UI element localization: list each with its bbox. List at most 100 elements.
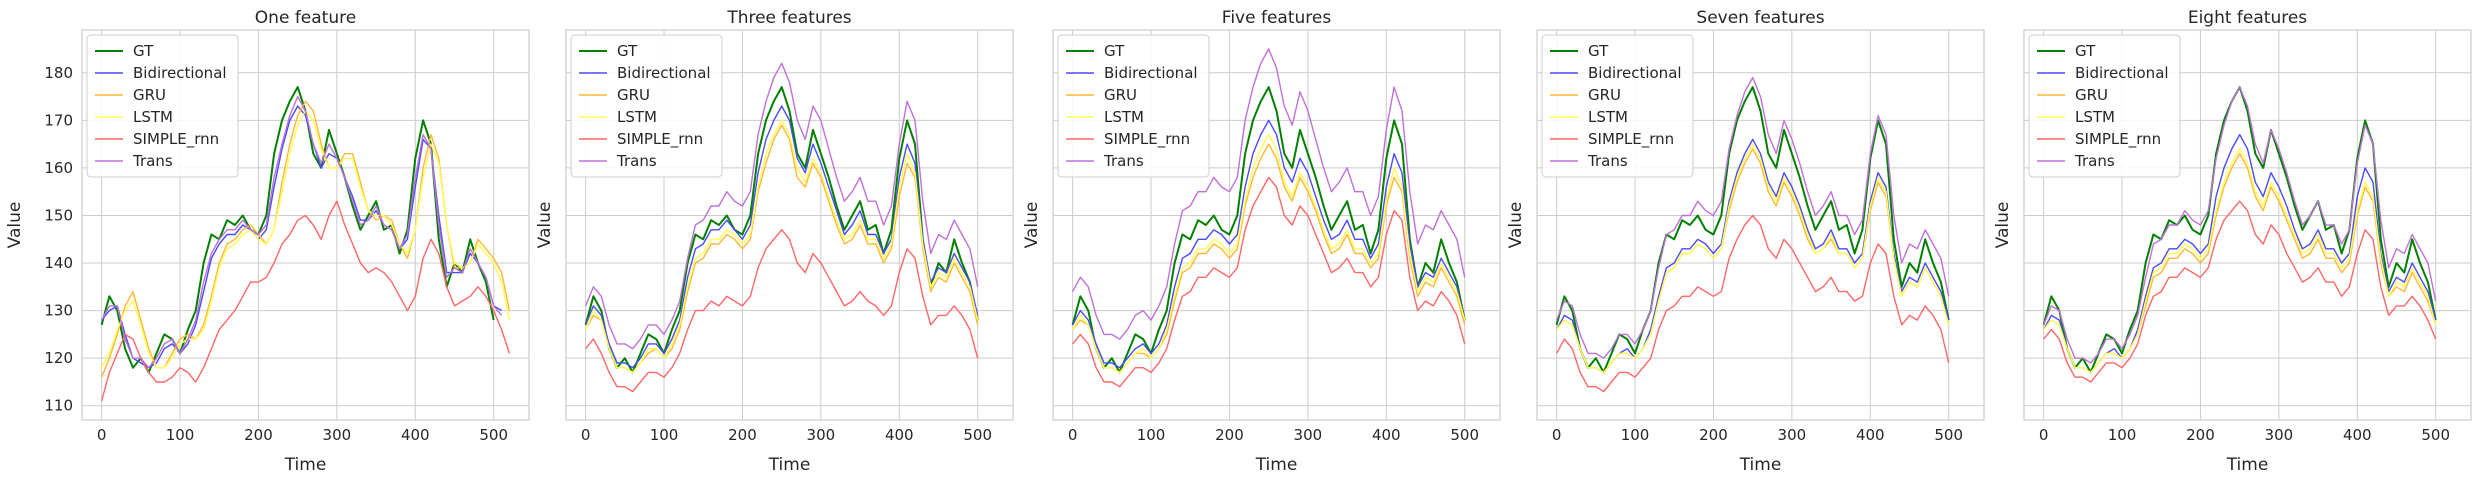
y-tick-label: 140 bbox=[44, 254, 73, 272]
series-line-gru bbox=[1072, 143, 1466, 374]
x-tick-label: 100 bbox=[2108, 426, 2137, 444]
x-axis-label: Time bbox=[2226, 455, 2269, 475]
x-tick-label: 500 bbox=[1450, 426, 1479, 444]
series-line-trans bbox=[2042, 86, 2437, 364]
legend-entry: Trans bbox=[1103, 152, 1144, 170]
x-tick-label: 100 bbox=[650, 426, 679, 444]
legend-entry: GRU bbox=[1588, 86, 1621, 104]
legend-entry: Bidirectional bbox=[617, 64, 711, 82]
legend-entry: GT bbox=[2075, 42, 2096, 60]
plot-frame bbox=[2023, 29, 2472, 421]
legend-box bbox=[2028, 34, 2181, 178]
y-tick-label: 150 bbox=[44, 206, 73, 224]
legend-entry: LSTM bbox=[1104, 108, 1144, 126]
x-tick-label: 0 bbox=[97, 426, 107, 444]
legend-entry: SIMPLE_rnn bbox=[1588, 130, 1674, 149]
legend-entry: SIMPLE_rnn bbox=[617, 130, 703, 149]
plot-frame bbox=[81, 29, 530, 421]
legend-entry: GT bbox=[1588, 42, 1609, 60]
series-line-trans bbox=[1071, 48, 1466, 340]
x-tick-label: 200 bbox=[2186, 426, 2215, 444]
chart-title: One feature bbox=[255, 8, 356, 28]
x-axis-label: Time bbox=[284, 455, 327, 475]
legend-entry: Trans bbox=[1587, 152, 1628, 170]
legend-entry: Bidirectional bbox=[1104, 64, 1198, 82]
x-tick-label: 300 bbox=[2265, 426, 2294, 444]
legend-entry: LSTM bbox=[1588, 108, 1628, 126]
legend-entry: Bidirectional bbox=[2075, 64, 2169, 82]
series-line-gru bbox=[584, 124, 979, 374]
legend-entry: GRU bbox=[617, 86, 650, 104]
chart-panel-5: 0 100 200 300 400 500 Eight features Time Value G… bbox=[1993, 8, 2472, 475]
series-line-lstm bbox=[1556, 143, 1950, 374]
y-axis-label: Value bbox=[535, 202, 555, 249]
chart-title: Three features bbox=[726, 8, 851, 28]
series-line-simple-rnn bbox=[1555, 214, 1950, 393]
legend: GT Bidirectional GRU LSTM SIMPLE_rnn Trans bbox=[570, 34, 723, 178]
x-tick-label: 200 bbox=[1699, 426, 1728, 444]
legend-entry: Bidirectional bbox=[133, 64, 227, 82]
x-tick-label: 400 bbox=[1372, 426, 1401, 444]
x-axis-label: Time bbox=[768, 455, 811, 475]
x-tick-label: 100 bbox=[1621, 426, 1650, 444]
x-axis-label: Time bbox=[1255, 455, 1298, 475]
x-tick-label: 200 bbox=[1215, 426, 1244, 444]
legend-entry: SIMPLE_rnn bbox=[133, 130, 219, 149]
series-line-bidirectional bbox=[584, 105, 979, 369]
legend-box bbox=[1541, 34, 1694, 178]
y-axis-label: Value bbox=[1022, 202, 1042, 249]
plot-frame bbox=[1536, 29, 1985, 421]
y-tick-label: 160 bbox=[44, 159, 73, 177]
series-line-simple-rnn bbox=[2043, 200, 2437, 383]
x-tick-label: 500 bbox=[1934, 426, 1963, 444]
x-tick-label: 400 bbox=[1856, 426, 1885, 444]
x-tick-label: 400 bbox=[2343, 426, 2372, 444]
x-tick-label: 500 bbox=[2421, 426, 2450, 444]
series-line-lstm bbox=[584, 119, 979, 374]
chart-panel-3: 0 100 200 300 400 500 Five features Time Value GT… bbox=[1022, 8, 1501, 475]
y-tick-label: 170 bbox=[44, 111, 73, 129]
series-line-lstm bbox=[2043, 148, 2437, 374]
series-line-gt bbox=[584, 86, 979, 374]
legend-box bbox=[1057, 34, 1210, 178]
chart-panel-2: 0 100 200 300 400 500 Three features Time Value G… bbox=[535, 8, 1014, 475]
x-tick-label: 200 bbox=[728, 426, 757, 444]
y-tick-label: 180 bbox=[44, 64, 73, 82]
x-tick-label: 300 bbox=[807, 426, 836, 444]
legend-entry: GRU bbox=[133, 86, 166, 104]
y-axis-label: Value bbox=[5, 202, 25, 249]
x-tick-label: 100 bbox=[1137, 426, 1166, 444]
series-line-trans bbox=[100, 95, 503, 369]
x-tick-label: 0 bbox=[1068, 426, 1078, 444]
x-tick-label: 400 bbox=[401, 426, 430, 444]
legend-entry: Trans bbox=[616, 152, 657, 170]
legend-entry: Trans bbox=[132, 152, 173, 170]
series-line-simple-rnn bbox=[585, 229, 979, 393]
series-line-trans bbox=[584, 62, 979, 350]
series-line-gt bbox=[1071, 86, 1466, 374]
chart-title: Five features bbox=[1222, 8, 1332, 28]
legend-entry: GRU bbox=[2075, 86, 2108, 104]
legend-entry: GRU bbox=[1104, 86, 1137, 104]
legend-entry: Bidirectional bbox=[1588, 64, 1682, 82]
legend-entry: GT bbox=[133, 42, 154, 60]
legend: GT Bidirectional GRU LSTM SIMPLE_rnn Trans bbox=[1057, 34, 1210, 178]
y-tick-label: 110 bbox=[44, 397, 73, 415]
series-line-bidirectional bbox=[1555, 138, 1950, 374]
legend-entry: GT bbox=[617, 42, 638, 60]
legend-entry: SIMPLE_rnn bbox=[1104, 130, 1190, 149]
legend-box bbox=[570, 34, 723, 178]
x-tick-label: 200 bbox=[244, 426, 273, 444]
legend: GT Bidirectional GRU LSTM SIMPLE_rnn Trans bbox=[1541, 34, 1694, 178]
x-axis-label: Time bbox=[1739, 455, 1782, 475]
x-tick-label: 0 bbox=[581, 426, 591, 444]
x-tick-label: 500 bbox=[963, 426, 992, 444]
legend-entry: LSTM bbox=[2075, 108, 2115, 126]
plot-frame bbox=[1052, 29, 1501, 421]
series-line-simple-rnn bbox=[1072, 176, 1466, 388]
chart-title: Seven features bbox=[1696, 8, 1824, 28]
x-tick-label: 300 bbox=[323, 426, 352, 444]
series-line-trans bbox=[1555, 76, 1950, 359]
legend-entry: Trans bbox=[2074, 152, 2115, 170]
